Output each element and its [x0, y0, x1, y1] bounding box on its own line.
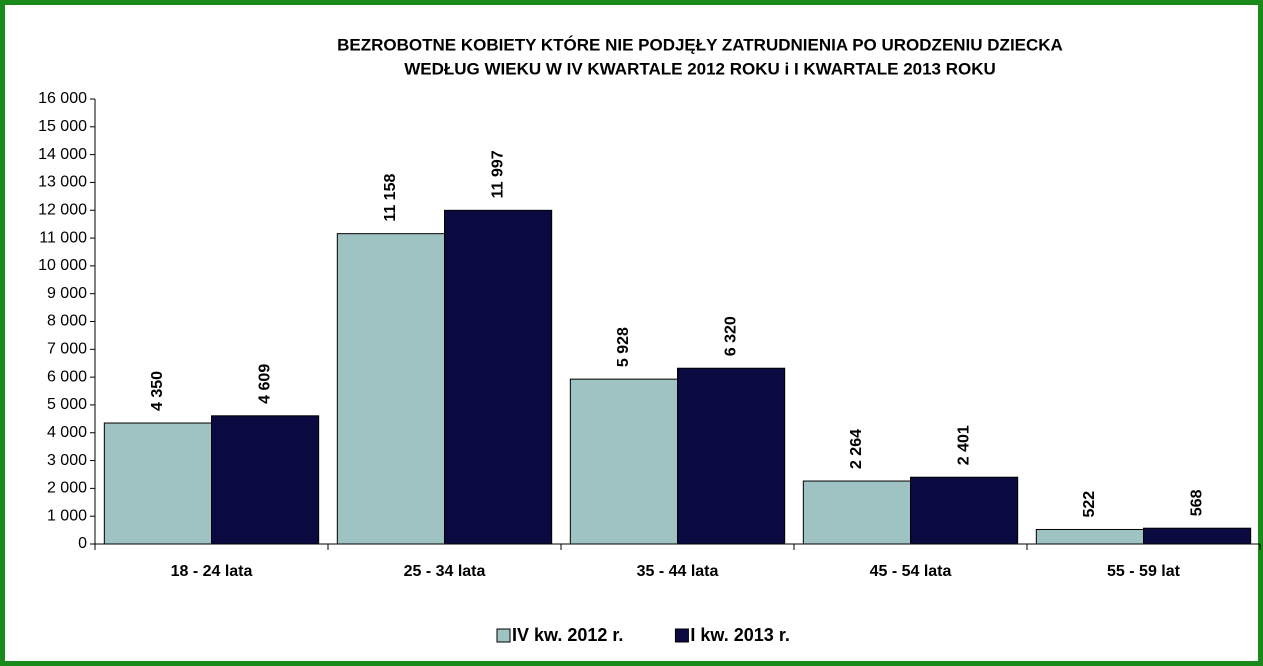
y-tick-label: 10 000 — [38, 257, 87, 274]
data-label: 2 401 — [955, 425, 972, 465]
y-tick-label: 12 000 — [38, 201, 87, 218]
y-tick-label: 15 000 — [38, 118, 87, 135]
y-tick-label: 7 000 — [47, 341, 87, 358]
chart-title: BEZROBOTNE KOBIETY KTÓRE NIE PODJĘŁY ZAT… — [337, 35, 1063, 54]
data-label: 11 997 — [489, 150, 506, 198]
y-tick-label: 5 000 — [47, 396, 87, 413]
x-tick-label: 45 - 54 lata — [870, 563, 952, 580]
x-tick-label: 25 - 34 lata — [404, 563, 486, 580]
chart-title: WEDŁUG WIEKU W IV KWARTALE 2012 ROKU i I… — [404, 59, 996, 78]
y-tick-label: 16 000 — [38, 90, 87, 107]
bar — [103, 422, 212, 545]
legend-swatch — [496, 628, 511, 643]
data-label: 5 928 — [615, 327, 632, 367]
y-tick-label: 6 000 — [47, 368, 87, 385]
y-tick-label: 1 000 — [47, 507, 87, 524]
data-label: 4 609 — [256, 364, 273, 404]
y-tick-label: 8 000 — [47, 313, 87, 330]
bar — [444, 209, 553, 545]
legend-swatch — [674, 628, 689, 643]
bar — [569, 378, 679, 545]
y-tick-label: 3 000 — [47, 452, 87, 469]
legend-label: I kw. 2013 r. — [690, 625, 789, 645]
x-tick-label: 35 - 44 lata — [637, 563, 719, 580]
bar — [1035, 528, 1144, 545]
bar — [1143, 527, 1252, 545]
bar — [677, 367, 786, 545]
y-tick-label: 4 000 — [47, 424, 87, 441]
data-label: 522 — [1081, 491, 1098, 518]
data-label: 568 — [1188, 489, 1205, 516]
y-tick-label: 13 000 — [38, 174, 87, 191]
data-label: 4 350 — [149, 371, 166, 411]
y-tick-label: 9 000 — [47, 285, 87, 302]
data-label: 11 158 — [382, 174, 399, 222]
data-label: 2 264 — [848, 429, 865, 469]
y-tick-label: 0 — [78, 535, 87, 552]
bar — [910, 476, 1019, 545]
y-tick-label: 14 000 — [38, 146, 87, 163]
bar — [336, 233, 446, 545]
legend-label: IV kw. 2012 r. — [512, 625, 623, 645]
x-tick-label: 55 - 59 lat — [1107, 563, 1181, 580]
bar — [211, 415, 320, 545]
bar — [802, 480, 912, 545]
data-label: 6 320 — [722, 316, 739, 356]
y-tick-label: 11 000 — [39, 229, 87, 246]
x-tick-label: 18 - 24 lata — [171, 563, 253, 580]
y-tick-label: 2 000 — [47, 480, 87, 497]
